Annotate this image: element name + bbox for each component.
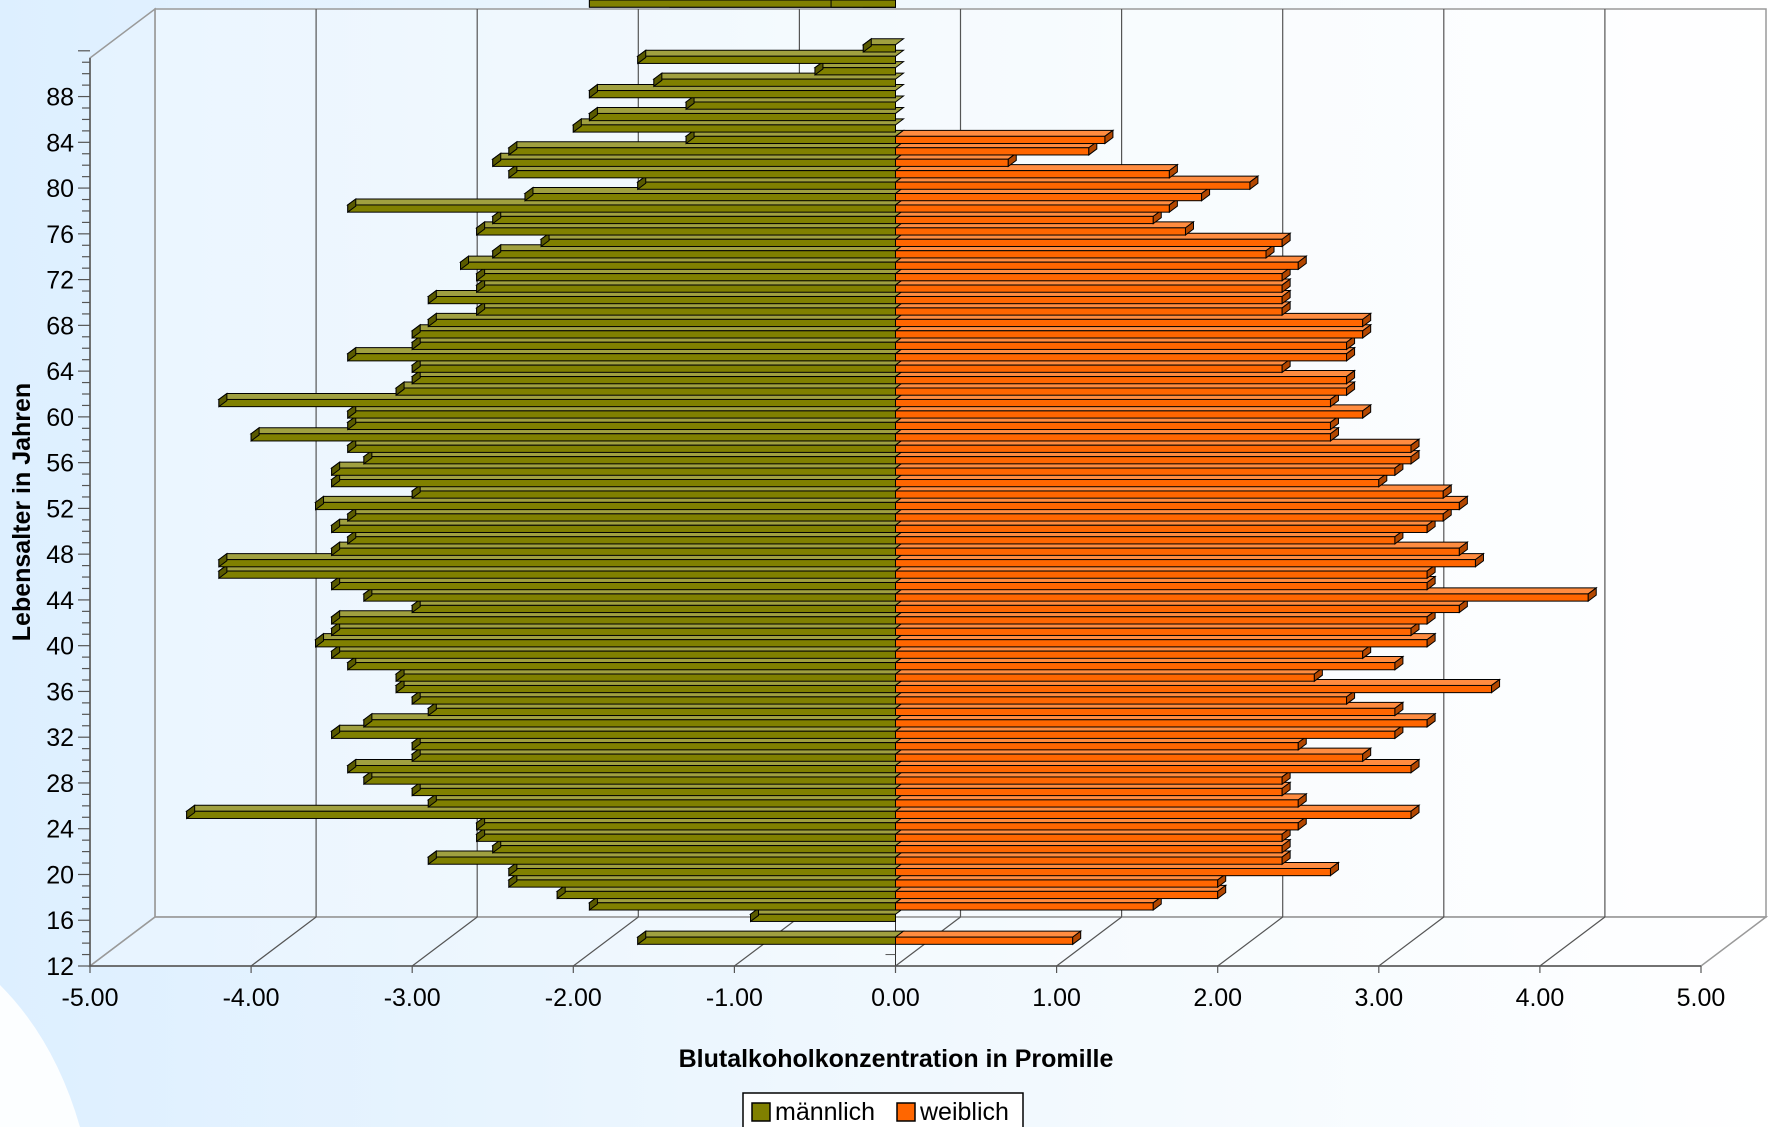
x-tick-label: -2.00 xyxy=(545,984,602,1012)
x-axis: -5.00 -4.00 -3.00 -2.00 -1.00 0.00 1.00 2.00 3.0… xyxy=(62,965,1726,1012)
legend-label-maennlich: männlich xyxy=(775,1098,875,1126)
y-tick-label: 60 xyxy=(46,404,74,432)
x-tick-label: 0.00 xyxy=(871,984,920,1012)
floor-gridline xyxy=(1378,916,1445,967)
y-axis: 12 16 20 24 28 32 36 40 44 48 52 56 60 64 68 72 76 80 84 88 xyxy=(46,50,91,981)
x-tick-label: -1.00 xyxy=(706,984,763,1012)
y-axis-title: Lebensalter in Jahren xyxy=(8,383,36,641)
background-curve xyxy=(0,985,80,1127)
side-wall xyxy=(89,7,156,968)
y-tick-label: 64 xyxy=(46,358,74,386)
y-tick-label: 68 xyxy=(46,312,74,340)
y-tick-label: 52 xyxy=(46,495,74,523)
y-tick-label: 80 xyxy=(46,175,74,203)
bar-maennlich-91 xyxy=(636,49,905,65)
bar-weiblich-14 xyxy=(894,930,1083,946)
bar-maennlich-14 xyxy=(636,930,905,946)
bar-maennlich-92 xyxy=(861,37,905,53)
x-tick-label: 4.00 xyxy=(1516,984,1565,1012)
y-tick-label: 16 xyxy=(46,907,74,935)
x-tick-label: -5.00 xyxy=(62,984,119,1012)
y-tick-label: 36 xyxy=(46,678,74,706)
y-tick-label: 44 xyxy=(46,587,74,615)
legend: männlich weiblich xyxy=(742,1092,1024,1127)
floor-gridline xyxy=(1056,916,1122,967)
legend-swatch-maennlich xyxy=(751,1102,771,1122)
y-tick-label: 12 xyxy=(46,953,74,981)
floor-gridline xyxy=(250,916,317,967)
x-tick-label: 5.00 xyxy=(1677,984,1726,1012)
x-axis-title: Blutalkoholkonzentration in Promille xyxy=(679,1045,1114,1073)
x-tick-label: 3.00 xyxy=(1354,984,1403,1012)
y-tick-label: 88 xyxy=(46,84,74,112)
y-tick-label: 48 xyxy=(46,541,74,569)
y-tick-label: 40 xyxy=(46,633,74,661)
x-tick-label: 2.00 xyxy=(1193,984,1242,1012)
y-tick-label: 56 xyxy=(46,450,74,478)
floor-gridline xyxy=(572,916,639,967)
y-tick-label: 32 xyxy=(46,724,74,752)
floor-gridline xyxy=(1217,916,1284,967)
bar-weiblich-84 xyxy=(894,129,1115,145)
y-tick-label: 84 xyxy=(46,129,74,157)
y-tick-label: 24 xyxy=(46,816,74,844)
bar-maennlich-undefined xyxy=(830,0,896,8)
legend-swatch-weiblich xyxy=(896,1102,916,1122)
floor-gridline xyxy=(1539,916,1606,967)
floor-gridline xyxy=(411,916,478,967)
legend-box xyxy=(742,1092,1024,1127)
x-tick-label: -3.00 xyxy=(384,984,441,1012)
y-tick-label: 20 xyxy=(46,861,74,889)
legend-label-weiblich: weiblich xyxy=(919,1098,1009,1126)
x-tick-label: -4.00 xyxy=(223,984,280,1012)
y-tick-label: 72 xyxy=(46,267,74,295)
x-tick-label: 1.00 xyxy=(1032,984,1081,1012)
bars xyxy=(185,0,1598,946)
y-tick-label: 28 xyxy=(46,770,74,798)
y-tick-label: 76 xyxy=(46,221,74,249)
